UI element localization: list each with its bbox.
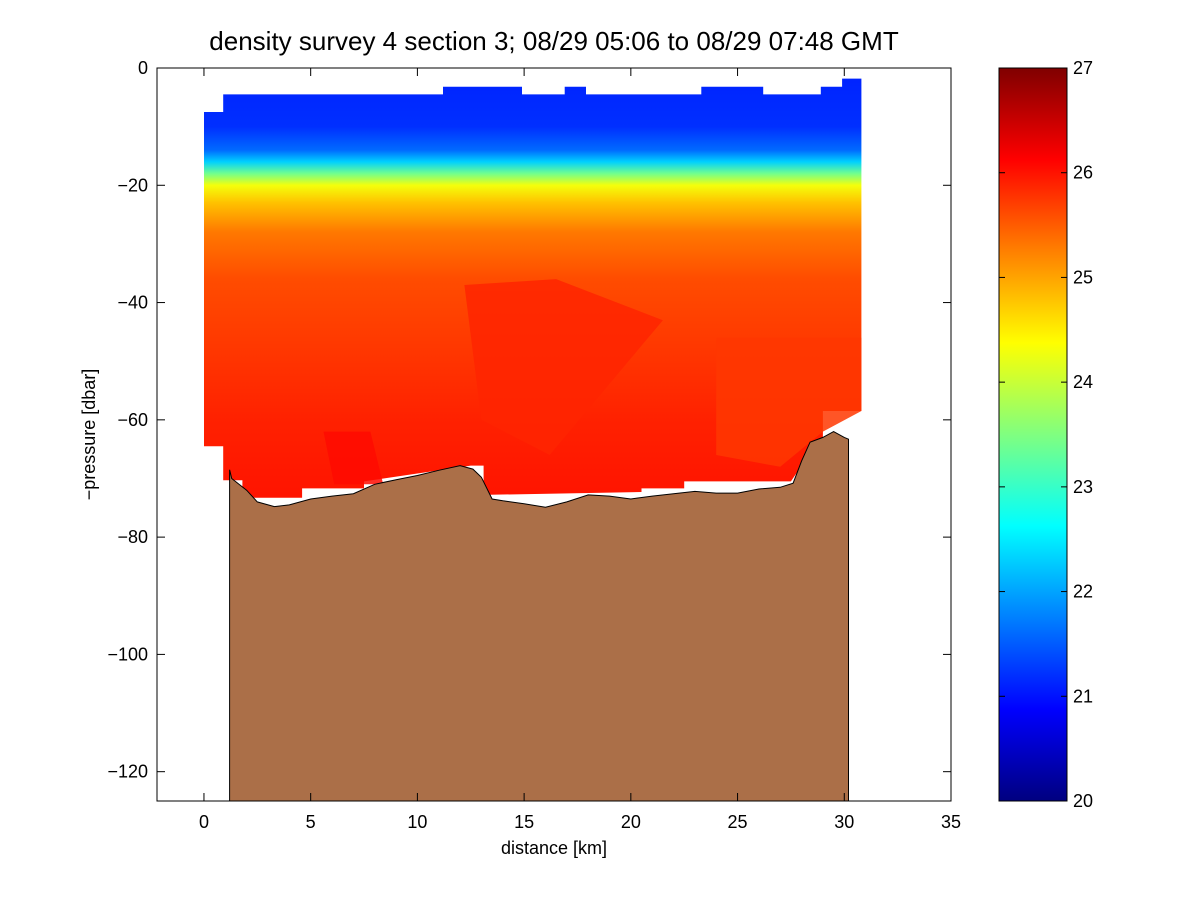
x-axis-ticks: 0 5 10 15 20 25 30 35 <box>199 68 961 832</box>
x-tick-label: 25 <box>728 812 748 832</box>
colorbar-tick-label: 27 <box>1073 58 1093 78</box>
x-tick-label: 20 <box>621 812 641 832</box>
colorbar-tick-label: 25 <box>1073 267 1093 287</box>
colorbar-tick-label: 26 <box>1073 163 1093 183</box>
density-patch-0 <box>464 279 663 455</box>
colorbar: 20 21 22 23 24 25 26 27 <box>998 58 1093 811</box>
x-tick-label: 30 <box>834 812 854 832</box>
x-tick-label: 5 <box>306 812 316 832</box>
colorbar-ticks: 20 21 22 23 24 25 26 27 <box>999 58 1093 811</box>
density-patch-2 <box>716 337 862 467</box>
colorbar-tick-label: 22 <box>1073 582 1093 602</box>
density-patches <box>323 279 862 485</box>
x-tick-label: 15 <box>514 812 534 832</box>
x-tick-label: 10 <box>407 812 427 832</box>
plot-area: 0 5 10 15 20 25 30 35 0 −20 −40 −60 −80 −100 −120 <box>107 58 961 832</box>
colorbar-fill <box>999 68 1067 801</box>
colorbar-tick-label: 23 <box>1073 477 1093 497</box>
y-tick-label: −60 <box>117 410 148 430</box>
x-tick-label: 35 <box>941 812 961 832</box>
y-tick-label: −80 <box>117 527 148 547</box>
y-axis-label: −pressure [dbar] <box>79 369 99 501</box>
chart-title: density survey 4 section 3; 08/29 05:06 … <box>209 26 899 56</box>
y-tick-label: −40 <box>117 293 148 313</box>
density-patch-1 <box>323 431 384 485</box>
y-axis-ticks: 0 −20 −40 −60 −80 −100 −120 <box>107 58 951 782</box>
bathymetry <box>229 431 849 801</box>
y-tick-label: 0 <box>138 58 148 78</box>
colorbar-tick-label: 24 <box>1073 372 1093 392</box>
colorbar-frame <box>998 67 1068 802</box>
y-tick-label: −100 <box>107 644 148 664</box>
colorbar-tick-label: 20 <box>1073 791 1093 811</box>
colorbar-tick-label: 21 <box>1073 686 1093 706</box>
axes-frame <box>156 67 952 802</box>
y-tick-label: −120 <box>107 762 148 782</box>
y-tick-label: −20 <box>117 175 148 195</box>
x-axis-label: distance [km] <box>501 838 607 858</box>
x-tick-label: 0 <box>199 812 209 832</box>
